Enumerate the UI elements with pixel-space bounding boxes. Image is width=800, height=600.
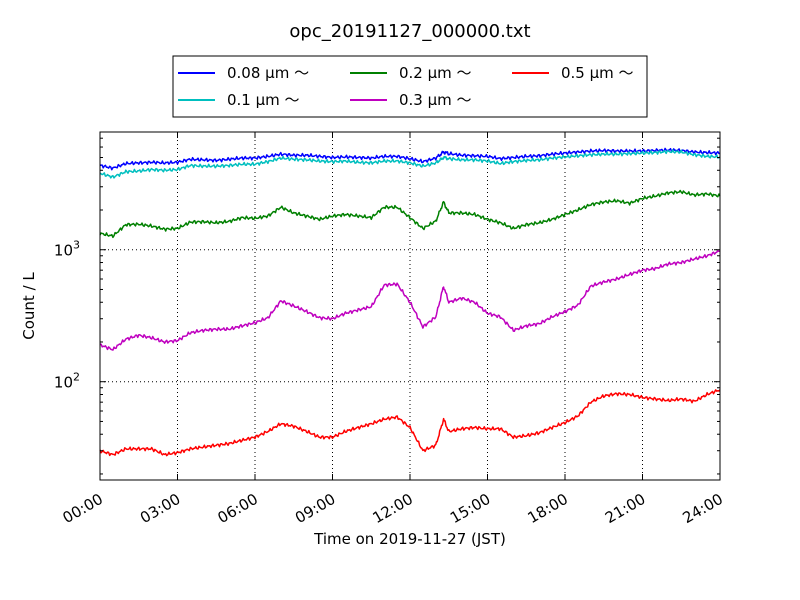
legend-label: 0.08 μm ～ <box>227 64 309 82</box>
x-tick-label: 24:00 <box>680 490 726 527</box>
legend-label: 0.1 μm ～ <box>227 91 300 109</box>
x-tick-label: 12:00 <box>370 490 416 527</box>
x-axis-label: Time on 2019-11-27 (JST) <box>313 530 506 548</box>
grid <box>100 132 720 480</box>
x-tick-label: 03:00 <box>137 490 183 527</box>
x-tick-label: 21:00 <box>602 490 648 527</box>
plot-series <box>99 147 721 457</box>
x-tick-label: 15:00 <box>447 490 493 527</box>
x-tick-label: 18:00 <box>525 490 571 527</box>
series-line <box>99 389 721 457</box>
y-tick-label: 102 <box>54 371 80 392</box>
x-tick-label: 00:00 <box>60 490 106 527</box>
legend-box <box>172 55 648 118</box>
chart-title: opc_20191127_000000.txt <box>289 21 530 42</box>
legend: 0.08 μm ～ 0.1 μm ～ 0.2 μm ～ 0.3 μm ～ 0.5 μm … <box>172 55 648 118</box>
series-line <box>99 149 721 179</box>
y-tick-label: 103 <box>54 239 80 260</box>
series-line <box>99 249 721 351</box>
axis-ticks: 00:00 03:00 06:00 09:00 12:00 15:00 18:00 21:00… <box>54 132 726 527</box>
x-tick-label: 06:00 <box>215 490 261 527</box>
legend-label: 0.5 μm ～ <box>561 64 634 82</box>
x-tick-label: 09:00 <box>292 490 338 527</box>
y-axis-label: Count / L <box>20 272 38 340</box>
series-line <box>99 147 721 171</box>
legend-label: 0.2 μm ～ <box>399 64 472 82</box>
legend-label: 0.3 μm ～ <box>399 91 472 109</box>
series-line <box>99 189 721 239</box>
